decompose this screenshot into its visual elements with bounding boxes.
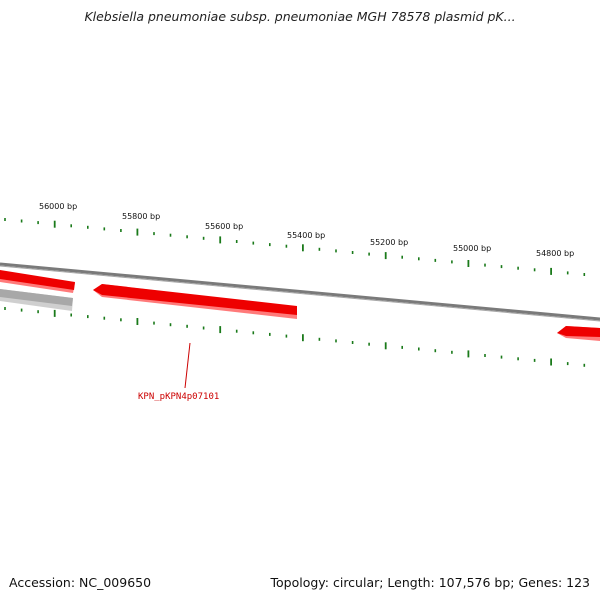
pseudogene-feature[interactable] bbox=[0, 289, 73, 311]
genome-summary: Topology: circular; Length: 107,576 bp; … bbox=[270, 575, 591, 590]
map-title: Klebsiella pneumoniae subsp. pneumoniae … bbox=[84, 9, 516, 24]
ruler-label-55800: 55800 bp bbox=[122, 212, 160, 221]
outer-ruler bbox=[4, 218, 586, 276]
backbone bbox=[0, 262, 600, 322]
ruler-label-55600: 55600 bp bbox=[205, 222, 243, 231]
ruler-label-54800: 54800 bp bbox=[536, 249, 574, 258]
accession-text: Accession: NC_009650 bbox=[9, 575, 152, 590]
ruler-label-55200: 55200 bp bbox=[370, 238, 408, 247]
gene-feature-1[interactable] bbox=[0, 270, 75, 293]
ruler-label-55400: 55400 bp bbox=[287, 231, 325, 240]
inner-ruler bbox=[4, 307, 586, 367]
gene-label-leader bbox=[184, 342, 191, 389]
gene-label: KPN_pKPN4p07101 bbox=[138, 392, 219, 402]
ruler-labels: 56000 bp 55800 bp 55600 bp 55400 bp 5520… bbox=[39, 202, 574, 258]
ruler-label-55000: 55000 bp bbox=[453, 244, 491, 253]
gene-feature-KPN_pKPN4p07101[interactable] bbox=[93, 284, 297, 319]
ruler-label-56000: 56000 bp bbox=[39, 202, 77, 211]
gene-feature-3[interactable] bbox=[557, 326, 600, 341]
